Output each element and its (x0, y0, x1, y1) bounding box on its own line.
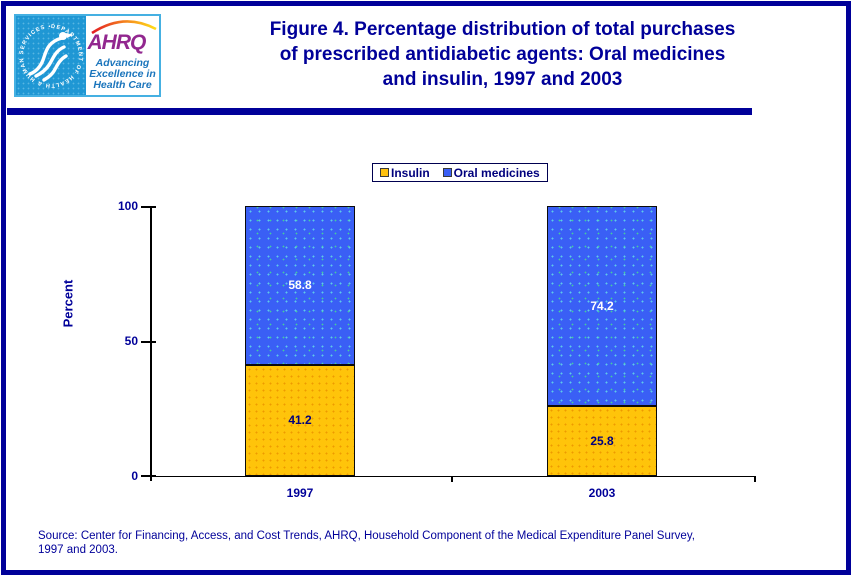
plot-area: 58.8 41.2 74.2 25.8 (150, 206, 756, 476)
hhs-ahrq-logo: DEPARTMENT OF HEALTH & HUMAN SERVICES • … (14, 14, 161, 97)
y-tick-label-0: 0 (131, 469, 138, 483)
legend-item-oral-medicines: Oral medicines (442, 165, 540, 180)
y-axis-title: Percent (60, 279, 76, 328)
y-axis-line (150, 206, 152, 481)
title-divider-bar (7, 108, 752, 115)
bar-2003: 74.2 25.8 (547, 206, 657, 476)
chart-legend: Insulin Oral medicines (372, 163, 548, 182)
bar-2003-insulin-value: 25.8 (590, 434, 614, 449)
oral-medicines-swatch-icon (442, 168, 452, 177)
hhs-seal: DEPARTMENT OF HEALTH & HUMAN SERVICES • … (16, 16, 86, 95)
ahrq-arc-icon (90, 19, 157, 34)
bar-2003-oral-medicines-value: 74.2 (590, 299, 614, 314)
x-axis-line (150, 475, 756, 477)
ahrq-wordmark: AHRQ (87, 30, 147, 54)
y-tick-mark (141, 341, 156, 343)
legend-label-oral-medicines: Oral medicines (453, 165, 540, 180)
y-tick-mark (141, 206, 156, 208)
figure-title-line: and insulin, 1997 and 2003 (382, 69, 623, 90)
figure-title-line: of prescribed antidiabetic agents: Oral … (279, 44, 726, 65)
tagline-line: Excellence in (89, 67, 156, 80)
bar-1997-oral-medicines-value: 58.8 (288, 278, 312, 293)
bar-1997-insulin-segment: 41.2 (245, 364, 355, 476)
bar-2003-insulin-segment: 25.8 (547, 406, 657, 476)
y-tick-label-100: 100 (117, 199, 138, 213)
figure-title: Figure 4. Percentage distribution of tot… (175, 17, 830, 92)
ahrq-tagline: Advancing Excellence in Health Care (89, 56, 156, 91)
source-note-line: 1997 and 2003. (38, 544, 118, 556)
bar-2003-oral-medicines-segment: 74.2 (547, 206, 657, 407)
hhs-eagle-icon: DEPARTMENT OF HEALTH & HUMAN SERVICES • … (16, 16, 82, 88)
y-tick-label-50: 50 (124, 334, 138, 348)
source-note-line: Source: Center for Financing, Access, an… (38, 530, 695, 542)
x-tick-label-2003: 2003 (588, 486, 616, 500)
ahrq-logo: AHRQ Advancing Excellence in Health Care (86, 16, 159, 95)
figure-title-line: Figure 4. Percentage distribution of tot… (269, 19, 736, 40)
tagline-line: Health Care (93, 78, 152, 91)
insulin-swatch-icon (380, 168, 389, 177)
bar-1997-insulin-value: 41.2 (288, 413, 312, 428)
legend-item-insulin: Insulin (380, 166, 430, 180)
legend-label-insulin: Insulin (391, 165, 430, 180)
x-tick-mark (754, 477, 756, 482)
source-note: Source: Center for Financing, Access, an… (38, 529, 823, 557)
x-tick-label-1997: 1997 (286, 486, 314, 500)
tagline-line: Advancing (95, 56, 150, 69)
bar-1997: 58.8 41.2 (245, 206, 355, 476)
y-tick-mark (141, 475, 156, 477)
x-tick-mark (451, 477, 453, 482)
bar-1997-oral-medicines-segment: 58.8 (245, 206, 355, 365)
